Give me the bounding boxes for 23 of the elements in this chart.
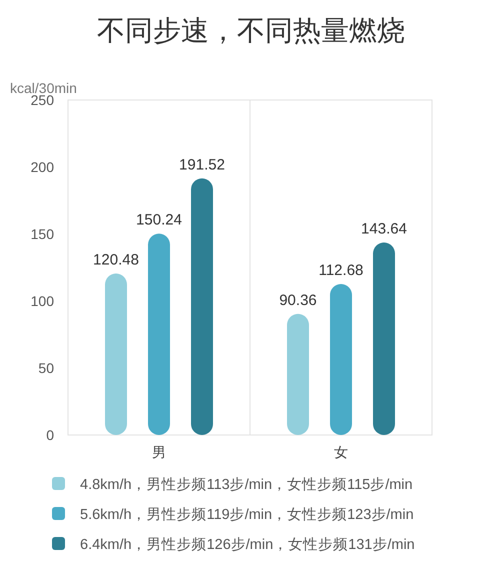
legend-label: 4.8km/h，男性步频113步/min，女性步频115步/min bbox=[80, 476, 413, 493]
legend-label: 6.4km/h，男性步频126步/min，女性步频131步/min bbox=[80, 536, 415, 553]
data-label: 90.36 bbox=[279, 292, 317, 309]
bar bbox=[148, 234, 170, 435]
y-tick-label: 100 bbox=[30, 293, 54, 309]
bar bbox=[191, 178, 213, 435]
data-label: 120.48 bbox=[93, 252, 139, 269]
data-label: 112.68 bbox=[318, 262, 364, 280]
bar bbox=[287, 314, 309, 435]
y-tick-label: 0 bbox=[46, 427, 54, 443]
y-tick-label: 150 bbox=[30, 226, 54, 242]
legend-label: 5.6km/h，男性步频119步/min，女性步频123步/min bbox=[80, 506, 414, 523]
bar bbox=[105, 274, 127, 435]
data-label: 143.64 bbox=[361, 220, 407, 238]
data-label: 191.52 bbox=[179, 156, 225, 174]
chart-title: 不同步速，不同热量燃烧 bbox=[97, 15, 405, 46]
y-tick-label: 50 bbox=[38, 360, 54, 376]
y-tick-label: 200 bbox=[30, 159, 54, 175]
data-label: 150.24 bbox=[136, 212, 182, 229]
x-tick-label: 女 bbox=[334, 444, 348, 460]
bar bbox=[373, 242, 395, 435]
bar bbox=[330, 284, 352, 435]
x-tick-label: 男 bbox=[152, 444, 166, 460]
